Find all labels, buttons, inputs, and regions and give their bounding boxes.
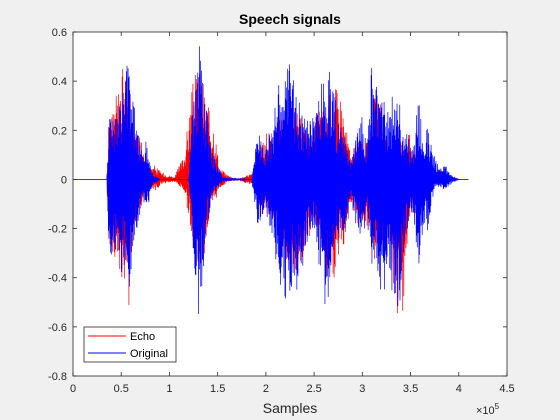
y-tick-label: -0.8 [48, 371, 67, 383]
x-tick-label: 4 [456, 383, 462, 395]
series-line-original [73, 46, 469, 314]
axes-box [72, 31, 508, 377]
x-tick-label: 0.5 [114, 383, 129, 395]
x-tick-label: 1.5 [210, 383, 225, 395]
x-tick-label: 3 [359, 383, 365, 395]
y-tick-label: -0.2 [48, 224, 67, 236]
y-tick-label: 0 [61, 174, 67, 186]
legend-box [83, 326, 177, 363]
x-exponent-power: 5 [495, 402, 500, 411]
x-tick-label: 0 [70, 383, 76, 395]
x-tick-label: 2 [263, 383, 269, 395]
x-exponent-base: ×10 [476, 405, 495, 417]
legend: Echo Original [83, 326, 177, 363]
x-axis-exponent: ×105 [476, 402, 500, 417]
x-tick-label: 1 [166, 383, 172, 395]
x-tick-label: 4.5 [499, 383, 514, 395]
x-axis-label: Samples [263, 400, 317, 416]
y-tick-label: 0.6 [52, 27, 67, 39]
y-tick-label: 0.4 [52, 76, 67, 88]
y-tick-label: -0.4 [48, 273, 67, 285]
x-tick-label: 3.5 [403, 383, 418, 395]
legend-echo-label: Echo [130, 331, 155, 343]
y-tick-label: -0.6 [48, 322, 67, 334]
y-tick-label: 0.2 [52, 125, 67, 137]
chart-title: Speech signals [239, 11, 341, 27]
x-tick-label: 2.5 [306, 383, 321, 395]
legend-original-label: Original [130, 348, 168, 360]
